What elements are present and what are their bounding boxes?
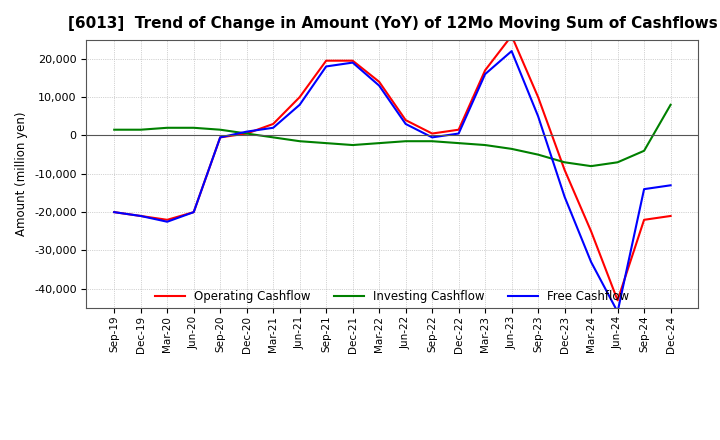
- Investing Cashflow: [348, 143, 357, 148]
- Free Cashflow: [269, 125, 277, 130]
- Investing Cashflow: [136, 127, 145, 132]
- Operating Cashflow: [481, 68, 490, 73]
- Line: Operating Cashflow: Operating Cashflow: [114, 36, 670, 301]
- Investing Cashflow: [560, 160, 569, 165]
- Operating Cashflow: [322, 58, 330, 63]
- Free Cashflow: [534, 114, 542, 119]
- Operating Cashflow: [189, 209, 198, 215]
- Free Cashflow: [666, 183, 675, 188]
- Operating Cashflow: [243, 131, 251, 136]
- Investing Cashflow: [243, 131, 251, 136]
- Operating Cashflow: [375, 79, 384, 84]
- Free Cashflow: [560, 194, 569, 199]
- Investing Cashflow: [322, 140, 330, 146]
- Operating Cashflow: [454, 127, 463, 132]
- Line: Investing Cashflow: Investing Cashflow: [114, 105, 670, 166]
- Investing Cashflow: [587, 164, 595, 169]
- Title: [6013]  Trend of Change in Amount (YoY) of 12Mo Moving Sum of Cashflows: [6013] Trend of Change in Amount (YoY) o…: [68, 16, 717, 32]
- Investing Cashflow: [110, 127, 119, 132]
- Investing Cashflow: [428, 139, 436, 144]
- Investing Cashflow: [613, 160, 622, 165]
- Free Cashflow: [163, 219, 171, 224]
- Free Cashflow: [243, 129, 251, 134]
- Legend: Operating Cashflow, Investing Cashflow, Free Cashflow: Operating Cashflow, Investing Cashflow, …: [150, 285, 634, 308]
- Free Cashflow: [508, 48, 516, 54]
- Operating Cashflow: [666, 213, 675, 219]
- Free Cashflow: [189, 209, 198, 215]
- Operating Cashflow: [269, 121, 277, 127]
- Operating Cashflow: [348, 58, 357, 63]
- Operating Cashflow: [401, 117, 410, 123]
- Free Cashflow: [640, 187, 649, 192]
- Operating Cashflow: [640, 217, 649, 223]
- Free Cashflow: [481, 71, 490, 77]
- Operating Cashflow: [428, 131, 436, 136]
- Free Cashflow: [587, 259, 595, 264]
- Free Cashflow: [295, 102, 304, 107]
- Operating Cashflow: [560, 167, 569, 172]
- Investing Cashflow: [454, 140, 463, 146]
- Investing Cashflow: [534, 152, 542, 157]
- Free Cashflow: [375, 83, 384, 88]
- Operating Cashflow: [216, 135, 225, 140]
- Operating Cashflow: [508, 33, 516, 38]
- Operating Cashflow: [295, 95, 304, 100]
- Investing Cashflow: [375, 140, 384, 146]
- Investing Cashflow: [295, 139, 304, 144]
- Free Cashflow: [322, 64, 330, 69]
- Investing Cashflow: [481, 143, 490, 148]
- Operating Cashflow: [534, 95, 542, 100]
- Investing Cashflow: [269, 135, 277, 140]
- Investing Cashflow: [666, 102, 675, 107]
- Investing Cashflow: [189, 125, 198, 130]
- Operating Cashflow: [587, 229, 595, 234]
- Free Cashflow: [428, 135, 436, 140]
- Free Cashflow: [216, 135, 225, 140]
- Operating Cashflow: [136, 213, 145, 219]
- Free Cashflow: [348, 60, 357, 65]
- Free Cashflow: [136, 213, 145, 219]
- Free Cashflow: [613, 309, 622, 315]
- Investing Cashflow: [163, 125, 171, 130]
- Investing Cashflow: [508, 146, 516, 151]
- Investing Cashflow: [640, 148, 649, 154]
- Operating Cashflow: [163, 217, 171, 223]
- Free Cashflow: [401, 121, 410, 127]
- Free Cashflow: [454, 131, 463, 136]
- Free Cashflow: [110, 209, 119, 215]
- Operating Cashflow: [110, 209, 119, 215]
- Y-axis label: Amount (million yen): Amount (million yen): [16, 112, 29, 236]
- Investing Cashflow: [401, 139, 410, 144]
- Operating Cashflow: [613, 298, 622, 303]
- Line: Free Cashflow: Free Cashflow: [114, 51, 670, 312]
- Investing Cashflow: [216, 127, 225, 132]
